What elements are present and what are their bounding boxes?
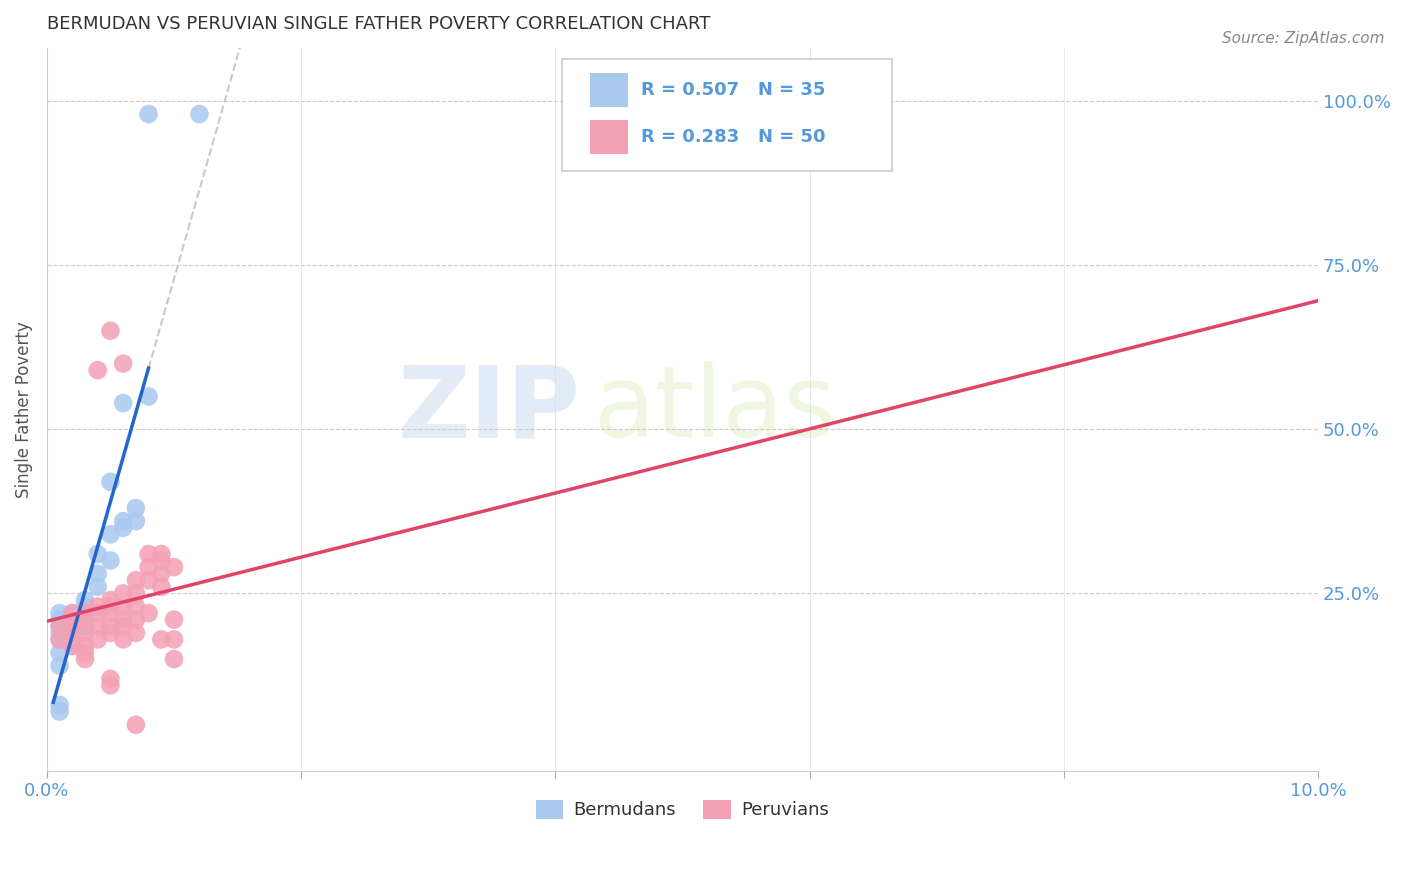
Point [125,586,148,600]
Point [48,698,70,712]
Point [87,547,110,561]
Point [163,613,186,627]
Point [48,646,70,660]
Point [48,619,70,633]
Point [73,625,96,640]
Point [100,606,122,620]
Point [163,632,186,647]
Point [48,613,70,627]
Text: R = 0.507   N = 35: R = 0.507 N = 35 [641,81,825,99]
Point [100,619,122,633]
Point [60,606,83,620]
Point [60,619,83,633]
Point [112,599,135,614]
Point [112,396,135,410]
Point [150,580,173,594]
Point [60,606,83,620]
Point [138,606,160,620]
Text: Source: ZipAtlas.com: Source: ZipAtlas.com [1222,31,1385,46]
Point [138,389,160,403]
Point [73,599,96,614]
Point [87,580,110,594]
Point [138,574,160,588]
Point [73,606,96,620]
Point [112,357,135,371]
Point [100,475,122,489]
Point [150,632,173,647]
Point [60,625,83,640]
Legend: Bermudans, Peruvians: Bermudans, Peruvians [529,793,837,827]
Point [112,514,135,528]
Point [48,705,70,719]
Point [112,613,135,627]
Point [112,632,135,647]
Point [87,619,110,633]
Point [138,560,160,574]
Point [60,625,83,640]
Point [73,606,96,620]
Point [48,632,70,647]
Point [73,619,96,633]
Point [48,625,70,640]
Point [73,639,96,653]
FancyBboxPatch shape [589,120,628,154]
Point [87,606,110,620]
Point [48,632,70,647]
Point [100,324,122,338]
Point [60,639,83,653]
Point [150,566,173,581]
Point [100,672,122,686]
Text: BERMUDAN VS PERUVIAN SINGLE FATHER POVERTY CORRELATION CHART: BERMUDAN VS PERUVIAN SINGLE FATHER POVER… [46,15,710,33]
Text: atlas: atlas [593,361,835,458]
Point [125,613,148,627]
Point [48,658,70,673]
Point [150,553,173,567]
Point [100,625,122,640]
Point [60,632,83,647]
Point [150,547,173,561]
Point [87,599,110,614]
Point [112,619,135,633]
Point [125,717,148,731]
Point [100,678,122,692]
Point [73,646,96,660]
Point [87,566,110,581]
Point [125,599,148,614]
Point [138,547,160,561]
Point [125,514,148,528]
Point [73,613,96,627]
Point [163,560,186,574]
Point [60,639,83,653]
Point [73,613,96,627]
Point [73,619,96,633]
Point [73,593,96,607]
Point [60,619,83,633]
Point [112,586,135,600]
Point [48,606,70,620]
Point [125,574,148,588]
Point [73,652,96,666]
Point [100,527,122,541]
Text: R = 0.283   N = 50: R = 0.283 N = 50 [641,128,825,146]
Point [100,593,122,607]
Point [112,521,135,535]
Point [188,107,211,121]
FancyBboxPatch shape [589,73,628,107]
Point [125,501,148,516]
Y-axis label: Single Father Poverty: Single Father Poverty [15,321,32,498]
Point [87,632,110,647]
Point [60,625,83,640]
Text: ZIP: ZIP [398,361,581,458]
Point [100,599,122,614]
FancyBboxPatch shape [562,59,893,171]
Point [87,363,110,377]
Point [138,107,160,121]
Point [163,652,186,666]
Point [48,619,70,633]
Point [100,553,122,567]
Point [125,625,148,640]
